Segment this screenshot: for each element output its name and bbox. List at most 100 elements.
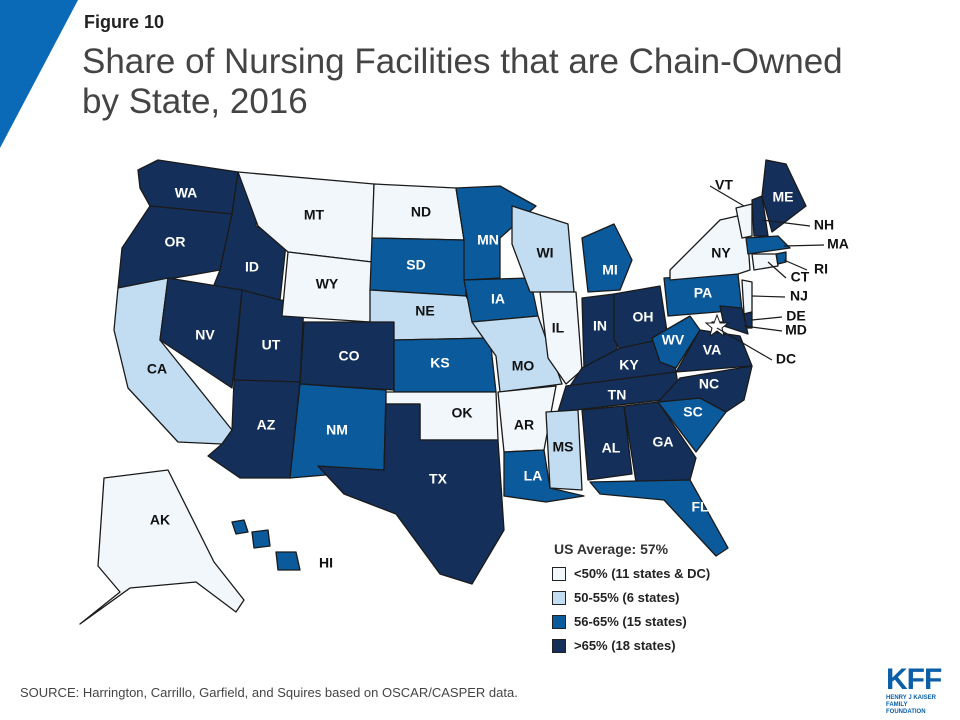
state-label-la: LA: [524, 468, 543, 484]
state-label-ms: MS: [553, 439, 574, 455]
logo-subtitle-1: HENRY J KAISER: [886, 695, 937, 701]
state-label-in: IN: [593, 318, 607, 334]
state-label-az: AZ: [257, 417, 276, 433]
state-nv: [159, 277, 243, 389]
state-hi: [231, 519, 301, 571]
state-va: [675, 329, 753, 373]
state-label-nj: NJ: [790, 288, 808, 304]
state-label-sc: SC: [683, 404, 702, 420]
state-label-fl: FL: [691, 499, 709, 515]
leader-line-nj: [751, 295, 786, 298]
logo-text: KFF: [886, 663, 942, 696]
state-label-id: ID: [245, 259, 259, 275]
state-me: [761, 159, 807, 233]
state-label-wi: WI: [536, 245, 553, 261]
state-label-ar: AR: [514, 417, 534, 433]
state-label-me: ME: [773, 189, 794, 205]
leader-line-dc: [716, 327, 773, 361]
state-ma: [745, 235, 791, 255]
state-fl: [589, 479, 729, 557]
state-il: [539, 291, 583, 385]
legend-item-gt65: >65% (18 states): [552, 637, 710, 654]
state-label-mo: MO: [512, 358, 535, 374]
legend-title: US Average: 57%: [554, 541, 669, 557]
leader-line-ct: [767, 261, 787, 279]
state-vt: [735, 203, 753, 239]
state-label-ia: IA: [491, 291, 505, 307]
state-label-md: MD: [785, 322, 807, 338]
legend-label-50to55: 50-55% (6 states): [574, 590, 680, 605]
state-label-ma: MA: [827, 236, 849, 252]
state-ct: [751, 253, 779, 271]
state-tx: [317, 403, 505, 585]
leader-line-md: [743, 325, 783, 332]
legend: US Average: 57% <50% (11 states & DC) 50…: [552, 541, 710, 661]
leader-line-de: [751, 316, 783, 321]
state-label-tn: TN: [608, 387, 627, 403]
title-line-1: Share of Nursing Facilities that are Cha…: [82, 42, 843, 81]
state-label-il: IL: [552, 320, 565, 336]
state-label-wv: WV: [662, 332, 685, 348]
chart-title: Share of Nursing Facilities that are Cha…: [82, 42, 922, 122]
state-ga: [623, 401, 697, 483]
state-label-ca: CA: [147, 361, 167, 377]
state-md: [719, 305, 749, 335]
legend-swatch-50to55: [552, 590, 566, 605]
state-label-hi: HI: [319, 555, 333, 571]
state-label-wa: WA: [175, 185, 198, 201]
state-label-nv: NV: [195, 327, 215, 343]
state-label-ga: GA: [653, 434, 674, 450]
state-ms: [545, 409, 583, 491]
state-label-wy: WY: [316, 276, 339, 292]
legend-swatch-gt65: [552, 638, 566, 653]
state-label-vt: VT: [715, 177, 733, 193]
state-label-de: DE: [786, 308, 805, 324]
state-label-oh: OH: [633, 309, 654, 325]
legend-item-50to55: 50-55% (6 states): [552, 589, 710, 606]
leader-line-ma: [783, 244, 825, 247]
kff-logo: KFF HENRY J KAISER FAMILY FOUNDATION: [886, 665, 948, 716]
state-label-ut: UT: [262, 337, 281, 353]
state-label-al: AL: [602, 440, 621, 456]
state-label-ak: AK: [150, 512, 170, 528]
state-label-va: VA: [703, 342, 721, 358]
state-label-mn: MN: [477, 232, 499, 248]
state-la: [503, 449, 585, 503]
state-al: [581, 405, 633, 481]
state-label-mt: MT: [304, 207, 325, 223]
legend-swatch-56to65: [552, 614, 566, 629]
legend-label-gt65: >65% (18 states): [574, 638, 676, 653]
state-label-nm: NM: [326, 422, 348, 438]
state-label-pa: PA: [694, 285, 712, 301]
state-mi: [581, 223, 633, 293]
state-label-nh: NH: [814, 217, 834, 233]
state-label-mi: MI: [602, 262, 618, 278]
state-label-ct: CT: [791, 269, 810, 285]
state-label-ny: NY: [711, 245, 731, 261]
figure-label: Figure 10: [84, 12, 165, 32]
title-line-2: by State, 2016: [82, 82, 308, 121]
logo-subtitle-2: FAMILY FOUNDATION: [886, 702, 926, 715]
leader-line-nh: [761, 219, 811, 227]
legend-label-lt50: <50% (11 states & DC): [574, 566, 711, 581]
state-label-ok: OK: [452, 405, 473, 421]
state-nj: [741, 279, 753, 315]
leader-line-vt: [709, 185, 745, 207]
state-label-ne: NE: [415, 303, 434, 319]
state-label-tx: TX: [429, 471, 448, 487]
corner-accent: [0, 0, 78, 148]
state-label-ri: RI: [814, 261, 828, 277]
state-label-dc: DC: [776, 351, 796, 367]
state-ak: [79, 469, 245, 625]
legend-label-56to65: 56-65% (15 states): [574, 614, 687, 629]
leader-line-ri: [783, 259, 808, 271]
state-label-or: OR: [165, 234, 186, 250]
legend-item-56to65: 56-65% (15 states): [552, 613, 710, 630]
legend-item-lt50: <50% (11 states & DC): [552, 565, 710, 582]
state-label-co: CO: [339, 348, 360, 364]
state-label-ky: KY: [619, 357, 639, 373]
state-label-nd: ND: [411, 204, 431, 220]
state-label-sd: SD: [406, 257, 425, 273]
legend-swatch-lt50: [552, 566, 566, 581]
